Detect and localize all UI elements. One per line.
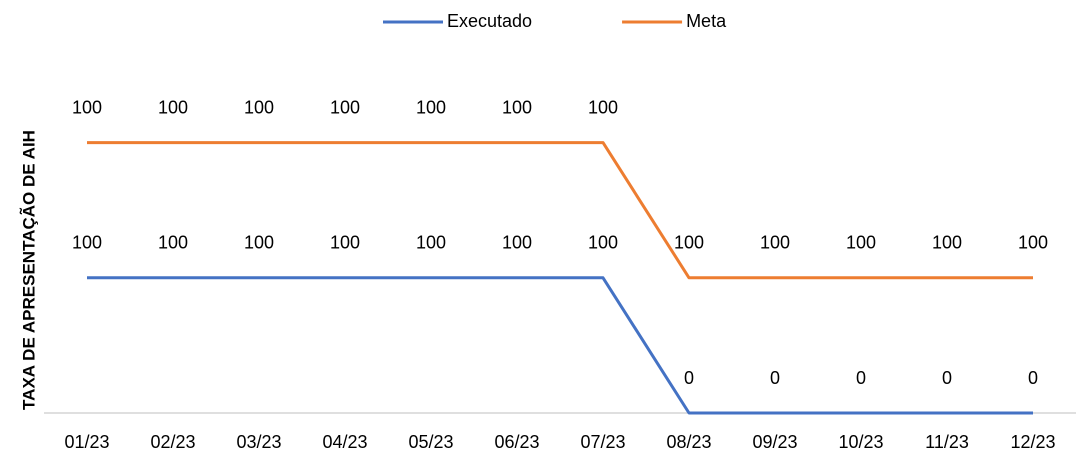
- data-label: 100: [588, 233, 618, 253]
- x-tick-label: 05/23: [408, 432, 453, 452]
- data-label: 0: [856, 368, 866, 388]
- series-line: [87, 141, 1033, 280]
- data-label: 100: [416, 233, 446, 253]
- x-tick-label: 08/23: [666, 432, 711, 452]
- data-label: 100: [502, 97, 532, 117]
- x-tick-label: 11/23: [925, 432, 969, 452]
- data-label: 100: [158, 233, 188, 253]
- x-tick-label: 10/23: [838, 432, 883, 452]
- data-label: 0: [1028, 368, 1038, 388]
- x-tick-label: 03/23: [236, 432, 281, 452]
- legend-label: Executado: [447, 11, 532, 31]
- x-tick-label: 02/23: [150, 432, 195, 452]
- data-label: 0: [684, 368, 694, 388]
- data-label: 100: [588, 97, 618, 117]
- legend-label: Meta: [686, 11, 727, 31]
- data-label: 100: [674, 233, 704, 253]
- data-label: 100: [244, 233, 274, 253]
- x-tick-label: 09/23: [752, 432, 797, 452]
- data-label: 0: [770, 368, 780, 388]
- data-label: 100: [760, 233, 790, 253]
- data-label: 100: [330, 233, 360, 253]
- data-label: 100: [72, 233, 102, 253]
- x-tick-label: 04/23: [322, 432, 367, 452]
- data-label: 0: [942, 368, 952, 388]
- x-tick-label: 12/23: [1010, 432, 1055, 452]
- data-label: 100: [158, 97, 188, 117]
- x-tick-label: 06/23: [494, 432, 539, 452]
- data-label: 100: [330, 97, 360, 117]
- data-label: 100: [932, 233, 962, 253]
- data-label: 100: [244, 97, 274, 117]
- data-label: 100: [502, 233, 532, 253]
- data-label: 100: [416, 97, 446, 117]
- data-label: 100: [72, 97, 102, 117]
- data-label: 100: [1018, 233, 1048, 253]
- y-axis-label: TAXA DE APRESENTAÇÃO DE AIH: [18, 130, 38, 410]
- x-tick-label: 07/23: [580, 432, 625, 452]
- data-label: 100: [846, 233, 876, 253]
- series-line: [87, 276, 1033, 415]
- x-tick-label: 01/23: [64, 432, 109, 452]
